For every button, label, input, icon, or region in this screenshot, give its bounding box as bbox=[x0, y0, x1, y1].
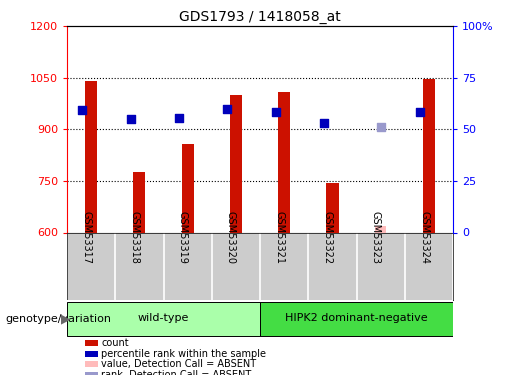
Text: HIPK2 dominant-negative: HIPK2 dominant-negative bbox=[285, 313, 428, 323]
Bar bbox=[67, 302, 260, 336]
Point bbox=[416, 109, 424, 115]
Text: GSM53321: GSM53321 bbox=[274, 211, 284, 264]
Bar bbox=[278, 92, 290, 232]
Bar bbox=[327, 183, 338, 232]
Point bbox=[78, 108, 87, 114]
Point bbox=[271, 109, 280, 115]
Text: GSM53320: GSM53320 bbox=[226, 211, 236, 264]
Bar bbox=[85, 81, 97, 232]
Text: GSM53324: GSM53324 bbox=[419, 211, 429, 264]
Bar bbox=[260, 302, 453, 336]
Point bbox=[320, 120, 328, 126]
Text: GSM53317: GSM53317 bbox=[81, 211, 91, 264]
Text: genotype/variation: genotype/variation bbox=[5, 314, 111, 324]
Text: rank, Detection Call = ABSENT: rank, Detection Call = ABSENT bbox=[101, 370, 252, 375]
Title: GDS1793 / 1418058_at: GDS1793 / 1418058_at bbox=[179, 10, 341, 24]
Text: value, Detection Call = ABSENT: value, Detection Call = ABSENT bbox=[101, 359, 256, 369]
Bar bbox=[182, 144, 194, 232]
Point bbox=[376, 124, 385, 130]
Text: wild-type: wild-type bbox=[138, 313, 189, 323]
Text: count: count bbox=[101, 338, 129, 348]
Text: GSM53323: GSM53323 bbox=[371, 211, 381, 264]
Text: GSM53319: GSM53319 bbox=[178, 211, 187, 264]
Point bbox=[223, 106, 231, 112]
Text: GSM53322: GSM53322 bbox=[322, 211, 333, 264]
Text: ▶: ▶ bbox=[61, 312, 71, 325]
Point bbox=[127, 116, 135, 122]
Bar bbox=[230, 95, 242, 232]
Bar bbox=[375, 226, 386, 232]
Bar bbox=[133, 172, 145, 232]
Text: GSM53318: GSM53318 bbox=[129, 211, 140, 264]
Bar bbox=[423, 78, 435, 232]
Point bbox=[175, 116, 183, 122]
Text: percentile rank within the sample: percentile rank within the sample bbox=[101, 349, 266, 358]
